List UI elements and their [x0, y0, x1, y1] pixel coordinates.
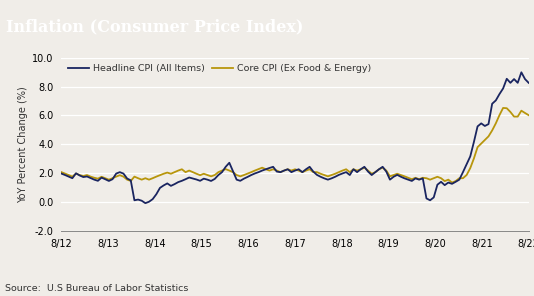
Headline CPI (All Items)	[80, 175, 87, 179]
Line: Core CPI (Ex Food & Energy): Core CPI (Ex Food & Energy)	[61, 108, 529, 183]
Text: Inflation (Consumer Price Index): Inflation (Consumer Price Index)	[6, 18, 304, 36]
Core CPI (Ex Food & Energy)	[525, 113, 532, 117]
Headline CPI (All Items)	[525, 81, 532, 85]
Text: Source:  U.S Bureau of Labor Statistics: Source: U.S Bureau of Labor Statistics	[5, 284, 189, 293]
Headline CPI (All Items)	[190, 177, 196, 180]
Core CPI (Ex Food & Energy)	[186, 169, 192, 172]
Line: Headline CPI (All Items): Headline CPI (All Items)	[61, 72, 529, 203]
Headline CPI (All Items)	[470, 140, 477, 144]
Core CPI (Ex Food & Energy)	[449, 181, 455, 184]
Headline CPI (All Items)	[339, 172, 345, 175]
Core CPI (Ex Food & Energy)	[58, 170, 65, 174]
Core CPI (Ex Food & Energy)	[427, 178, 433, 181]
Y-axis label: YoY Percent Change (%): YoY Percent Change (%)	[18, 86, 28, 203]
Legend: Headline CPI (All Items), Core CPI (Ex Food & Energy): Headline CPI (All Items), Core CPI (Ex F…	[66, 62, 373, 75]
Core CPI (Ex Food & Energy)	[80, 174, 87, 178]
Core CPI (Ex Food & Energy)	[500, 106, 506, 110]
Core CPI (Ex Food & Energy)	[303, 169, 309, 172]
Headline CPI (All Items)	[430, 196, 437, 199]
Headline CPI (All Items)	[142, 201, 148, 205]
Core CPI (Ex Food & Energy)	[470, 157, 477, 160]
Core CPI (Ex Food & Energy)	[336, 170, 342, 174]
Headline CPI (All Items)	[307, 165, 313, 169]
Headline CPI (All Items)	[518, 70, 524, 74]
Headline CPI (All Items)	[58, 172, 65, 175]
